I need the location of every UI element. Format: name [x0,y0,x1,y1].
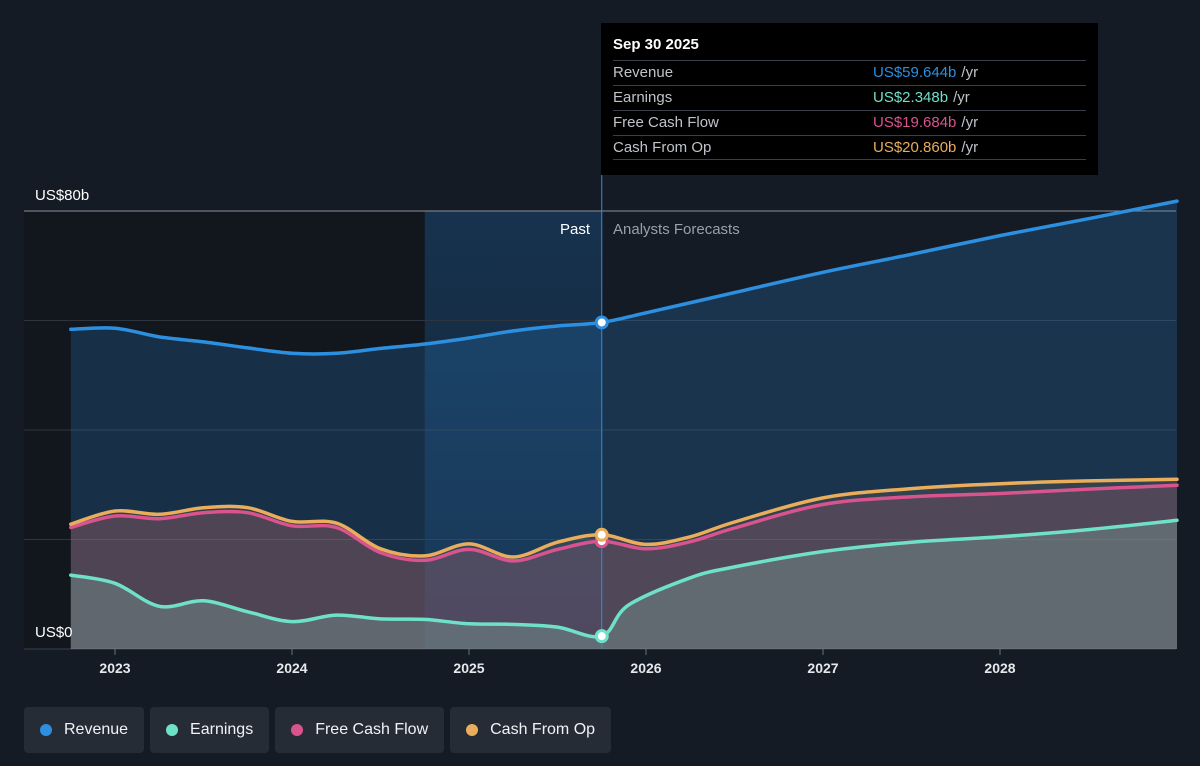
revenue-line [69,199,1179,356]
cash-from-op-marker[interactable] [594,527,609,542]
y-axis-bottom-label: US$0 [35,624,73,641]
legend-item-revenue[interactable]: Revenue [24,707,145,753]
legend-label: Free Cash Flow [315,721,429,738]
legend-item-cash-from-op[interactable]: Cash From Op [450,707,612,753]
revenue-area [70,201,1177,649]
x-axis-ticks: 2023 2024 2025 2026 2027 2028 [99,649,1016,676]
tooltip-row-earnings: Earnings US$2.348b/yr [613,85,1086,110]
tooltip-row-value: US$19.684b [873,114,957,131]
tooltip-row-value: US$2.348b [873,89,949,106]
x-tick-label: 2027 [807,660,838,676]
tooltip-row-value: US$20.860b [873,139,957,156]
legend: Revenue Earnings Free Cash Flow Cash From O… [24,707,612,753]
revenue-marker[interactable] [594,315,609,330]
tooltip-row-label: Revenue [613,64,674,81]
x-tick-label: 2025 [453,660,484,676]
series-lines [69,199,1179,639]
legend-dot-icon [466,724,479,736]
legend-dot-icon [166,724,179,736]
cash-from-op-area [70,479,1177,649]
free-cash-flow-line [69,483,1179,563]
legend-dot-icon [291,724,304,736]
cash-from-op-line [69,477,1179,559]
tooltip-row-unit: /yr [961,139,979,156]
legend-item-free-cash-flow[interactable]: Free Cash Flow [275,707,445,753]
tooltip-rows: Revenue US$59.644b/yr Earnings US$2.348b/yr… [613,60,1086,160]
earnings-line [69,518,1179,639]
tooltip-row-unit: /yr [953,89,970,106]
tooltip-row-revenue: Revenue US$59.644b/yr [613,60,1086,85]
tooltip-row-unit: /yr [961,64,979,81]
tooltip-row-cash-from-op: Cash From Op US$20.860b/yr [613,135,1086,160]
earnings-marker[interactable] [594,629,609,644]
legend-label: Earnings [190,721,254,738]
free-cash-flow-area [70,485,1177,649]
legend-label: Revenue [64,721,129,738]
x-tick-label: 2024 [276,660,307,676]
tooltip-row-unit: /yr [961,114,979,131]
tooltip-row-label: Cash From Op [613,139,712,156]
tooltip-row-value: US$59.644b [873,64,957,81]
forecast-label: Analysts Forecasts [613,221,740,238]
legend-dot-icon [40,724,52,736]
x-tick-label: 2026 [630,660,661,676]
tooltip-row-label: Free Cash Flow [613,114,719,131]
tooltip: Sep 30 2025 Revenue US$59.644b/yr Earnings… [601,23,1098,175]
x-tick-label: 2028 [984,660,1015,676]
legend-item-earnings[interactable]: Earnings [150,707,270,753]
tooltip-row-free-cash-flow: Free Cash Flow US$19.684b/yr [613,110,1086,135]
tooltip-date: Sep 30 2025 [613,36,699,53]
y-axis-top-label: US$80b [35,187,89,204]
tooltip-row-label: Earnings [613,89,673,106]
legend-label: Cash From Op [490,721,596,738]
series-markers [594,315,609,644]
past-label: Past [560,221,591,238]
x-tick-label: 2023 [99,660,130,676]
